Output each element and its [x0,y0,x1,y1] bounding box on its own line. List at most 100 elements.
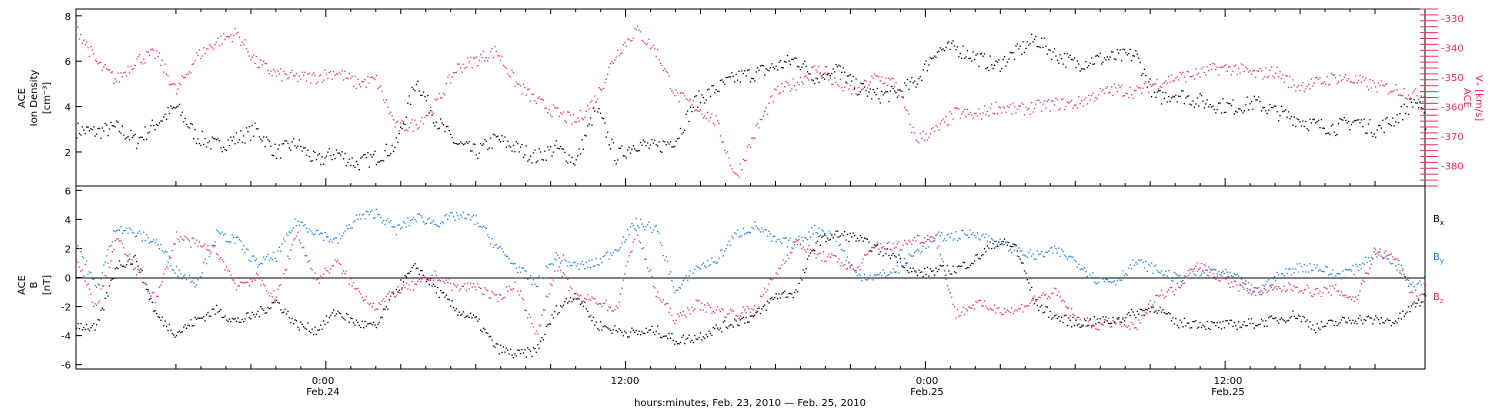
data-point-by [364,218,366,220]
data-point-vx [899,90,901,92]
data-point-vx [1365,77,1367,79]
data-point-bx [812,249,814,251]
data-point-vx [304,71,306,74]
data-point-by [739,235,742,237]
data-point-ion-density [527,160,529,162]
data-point-bx [328,316,330,319]
data-point-bx [652,331,655,333]
data-point-by [842,250,844,252]
data-point-by [901,265,903,267]
data-point-ion-density [1392,117,1394,119]
data-point-by [582,263,585,266]
data-point-bz [325,269,328,272]
data-point-by [729,244,732,246]
data-point-by [165,251,168,253]
data-point-vx [374,78,376,81]
data-point-ion-density [188,127,191,129]
data-point-ion-density [548,149,550,151]
data-point-bx [505,347,507,349]
data-point-bx [454,309,456,312]
data-point-bx [611,332,613,334]
data-point-ion-density [1035,35,1037,38]
data-point-ion-density [141,136,143,138]
data-point-by [354,219,356,222]
data-point-bx [418,273,420,276]
data-point-vx [1202,66,1204,68]
data-point-bz [1182,282,1184,285]
data-point-bz [869,250,871,252]
data-point-bz [1330,294,1333,296]
data-point-bz [348,283,350,286]
data-point-bz [445,279,448,281]
data-point-vx [451,76,453,78]
data-point-ion-density [859,91,862,93]
data-point-bz [1355,296,1357,298]
data-point-ion-density [90,127,92,130]
data-point-ion-density [622,155,625,157]
data-point-bx [1069,319,1071,321]
data-point-bx [237,317,239,319]
data-point-bz [330,268,332,270]
data-point-bz [1240,285,1243,287]
data-point-ion-density [1033,38,1036,40]
data-point-bz [1305,288,1307,291]
data-point-by [1029,249,1031,251]
data-point-ion-density [183,121,185,123]
data-point-vx [348,73,350,75]
data-point-vx [629,40,632,42]
data-point-by [893,271,896,273]
data-point-bx [988,247,990,249]
data-point-vx [1337,81,1340,83]
data-point-ion-density [450,133,452,136]
data-point-vx [674,94,676,97]
data-point-bz [758,306,760,308]
data-point-bz [1039,297,1041,299]
data-point-by [1088,277,1090,279]
data-point-vx [185,73,188,76]
data-point-ion-density [448,129,450,132]
data-point-vx [125,75,128,77]
data-point-ion-density [726,76,729,79]
data-point-by [267,253,269,256]
data-point-ion-density [148,131,151,133]
data-point-bx [1239,326,1241,328]
data-point-bz [982,305,984,307]
data-point-ion-density [1086,66,1088,69]
data-point-by [929,240,931,242]
data-point-bz [245,281,248,283]
data-point-by [141,240,143,242]
data-point-bx [828,239,830,241]
data-point-bz [839,265,842,267]
data-point-ion-density [121,125,123,127]
data-point-bx [1243,321,1246,323]
data-point-by [1346,269,1348,271]
data-point-vx [134,64,136,67]
data-point-by [184,274,186,276]
data-point-ion-density [597,111,599,113]
data-point-bx [885,252,887,255]
data-point-ion-density [230,136,232,138]
data-point-bz [798,238,800,241]
data-point-ion-density [228,145,231,147]
data-point-bx [134,254,136,257]
data-point-vx [1208,69,1210,72]
data-point-bz [441,276,443,279]
data-point-vx [926,139,929,141]
data-point-vx [961,113,963,115]
data-point-bz [605,299,607,301]
data-point-ion-density [943,49,946,52]
data-point-ion-density [915,86,917,88]
data-point-by [1208,266,1210,268]
data-point-bx [452,306,455,309]
data-point-vx [976,115,979,117]
data-point-vx [532,93,535,96]
data-point-ion-density [534,149,536,151]
data-point-ion-density [469,150,472,152]
data-point-by [345,225,348,227]
data-point-by [882,269,884,271]
data-point-vx [1413,90,1415,92]
data-point-bx [80,322,82,325]
data-point-ion-density [686,110,689,112]
data-point-bz [694,308,696,310]
data-point-bx [751,315,753,317]
